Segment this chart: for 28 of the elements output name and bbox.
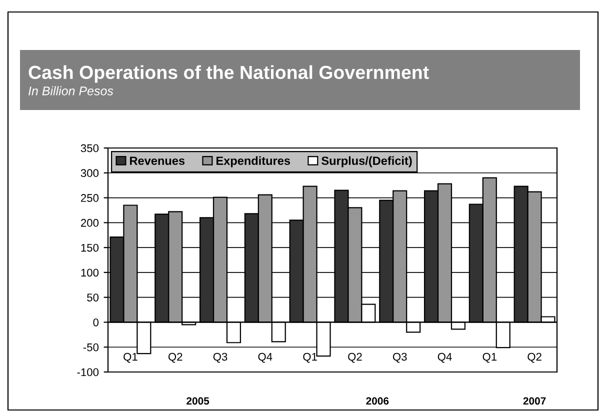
y-tick-label: -100 (77, 368, 99, 376)
x-tick-label: Q4 (258, 352, 272, 363)
x-tick-label: Q4 (438, 352, 452, 363)
text: 2005 (186, 397, 210, 405)
y-tick-label: 300 (80, 169, 99, 178)
chart-subtitle: In Billion Pesos (28, 86, 114, 96)
y-tick-label: 0 (93, 318, 99, 326)
x-tick-label: Q1 (124, 352, 138, 363)
y-tick-label: 350 (80, 144, 99, 152)
y-tick-label: 50 (87, 294, 99, 302)
y-tick-label: 150 (81, 244, 99, 252)
x-tick-label: Q3 (392, 352, 407, 363)
x-tick-label: Q1 (303, 352, 317, 363)
legend-label: Expenditures (216, 156, 290, 168)
y-tick-label: 100 (81, 268, 99, 277)
x-tick-label: Q2 (348, 352, 362, 363)
x-tick-label: Q1 (482, 352, 497, 363)
text: 2006 (366, 397, 389, 405)
text: 2007 (523, 397, 546, 405)
legend-label: Surplus/(Deficit) (322, 156, 412, 168)
x-tick-label: Q2 (168, 352, 182, 363)
y-tick-label: 250 (80, 194, 99, 202)
chart-title: Cash Operations of the National Government (28, 65, 429, 83)
legend-label: Revenues (130, 156, 185, 165)
y-tick-label: -50 (83, 343, 99, 352)
x-tick-label: Q2 (528, 352, 542, 363)
y-tick-label: 200 (80, 218, 99, 227)
x-tick-label: Q3 (213, 352, 228, 363)
